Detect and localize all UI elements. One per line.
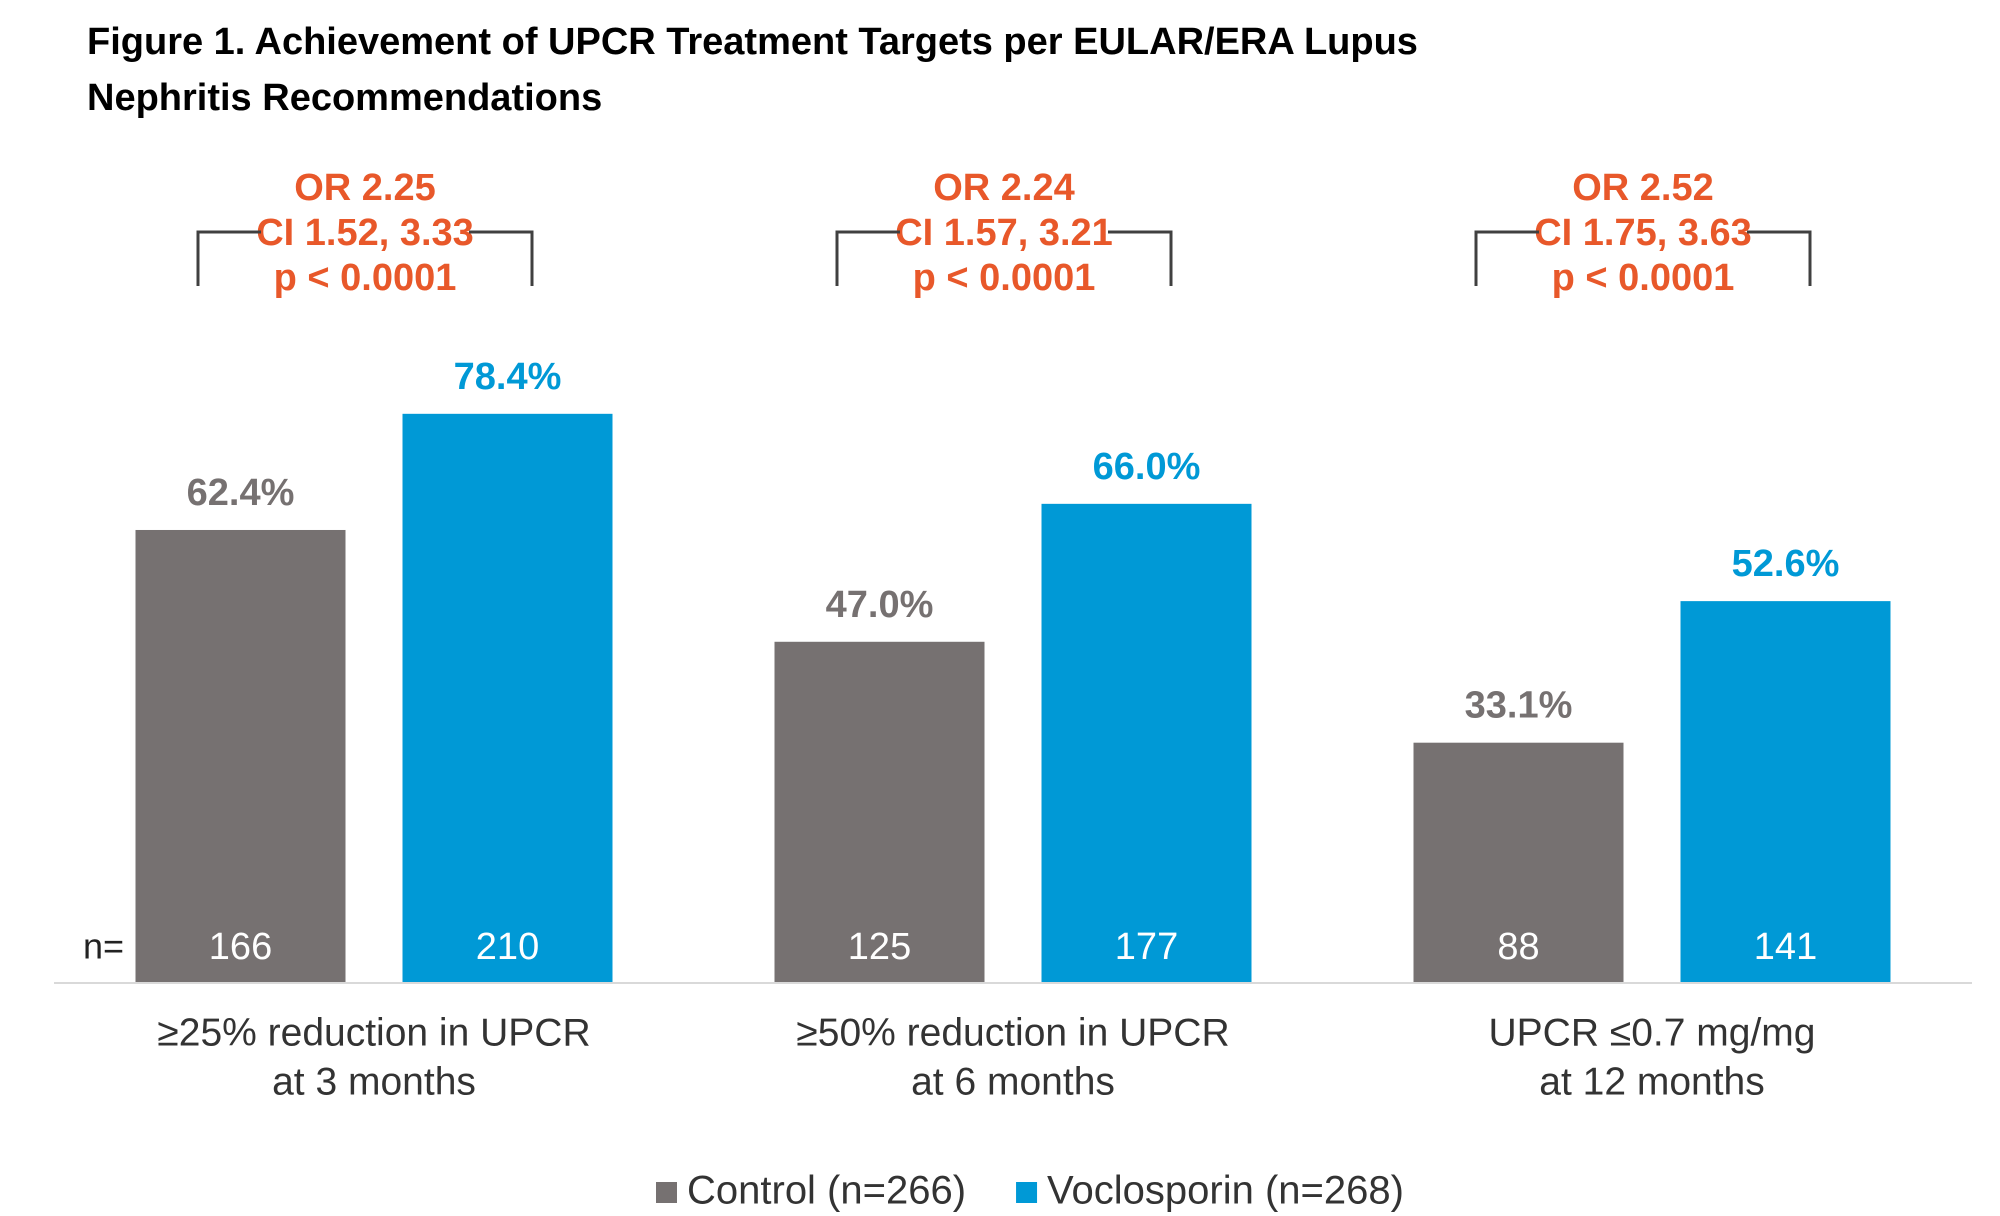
annotation: p < 0.0001	[274, 257, 457, 299]
legend-label: Control (n=266)	[687, 1169, 966, 1213]
count-label: 166	[209, 926, 272, 968]
annotation: CI 1.75, 3.63	[1534, 212, 1752, 254]
bar	[1680, 601, 1891, 983]
bracket	[835, 230, 1173, 286]
bar	[1413, 742, 1624, 983]
annotation: OR 2.52	[1572, 167, 1714, 209]
bar	[135, 529, 346, 983]
chart-title: Figure 1. Achievement of UPCR Treatment …	[87, 21, 1418, 63]
bar	[402, 413, 613, 983]
annotation: OR 2.24	[933, 167, 1075, 209]
annotation: CI 1.57, 3.21	[895, 212, 1113, 254]
count-label: 141	[1754, 926, 1817, 968]
value-label: 52.6%	[1732, 543, 1840, 585]
value-label: 47.0%	[826, 584, 934, 626]
legend-label: Voclosporin (n=268)	[1047, 1169, 1404, 1213]
annotation: OR 2.25	[294, 167, 436, 209]
x-tick-label: UPCR ≤0.7 mg/mg	[1489, 1011, 1816, 1054]
chart-title: Nephritis Recommendations	[87, 77, 602, 119]
legend-swatch	[1016, 1182, 1038, 1203]
bar	[774, 641, 985, 983]
bar	[1041, 503, 1252, 983]
count-label: 177	[1115, 926, 1178, 968]
bracket	[1474, 230, 1812, 286]
x-tick-label: ≥25% reduction in UPCR	[157, 1011, 590, 1054]
value-label: 62.4%	[187, 472, 295, 514]
value-label: 33.1%	[1465, 685, 1573, 727]
count-label: 125	[848, 926, 911, 968]
annotation: p < 0.0001	[913, 257, 1096, 299]
x-tick-label: at 3 months	[272, 1060, 476, 1103]
count-label: 210	[476, 926, 539, 968]
annotation: p < 0.0001	[1552, 257, 1735, 299]
x-tick-label: at 12 months	[1539, 1060, 1764, 1103]
value-label: 78.4%	[454, 356, 562, 398]
annotation: CI 1.52, 3.33	[256, 212, 474, 254]
value-label: 66.0%	[1093, 446, 1201, 488]
x-tick-label: ≥50% reduction in UPCR	[796, 1011, 1229, 1054]
x-tick-label: at 6 months	[911, 1060, 1115, 1103]
legend-swatch	[656, 1182, 677, 1203]
bracket	[196, 230, 534, 286]
count-prefix: n=	[83, 926, 124, 967]
count-label: 88	[1497, 926, 1539, 968]
